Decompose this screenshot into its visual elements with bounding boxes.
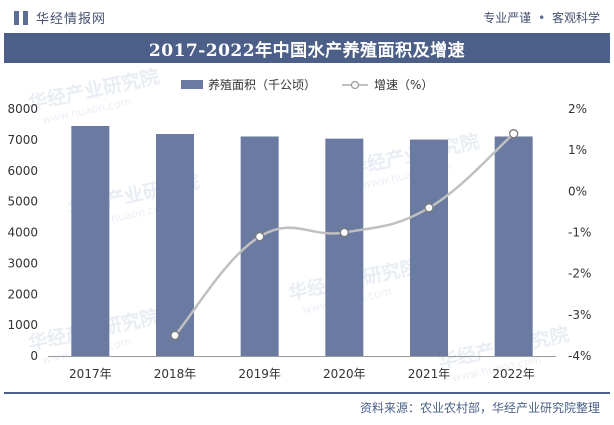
- right-axis-tick-label: -4%: [568, 349, 591, 363]
- bar: [494, 136, 533, 356]
- brand-logo: 华经情报网: [14, 8, 106, 27]
- left-axis-tick-label: 5000: [7, 195, 38, 209]
- x-axis-tick-label: 2019年: [238, 367, 281, 381]
- x-axis-tick-label: 2017年: [69, 367, 112, 381]
- left-axis-tick-label: 3000: [7, 256, 38, 270]
- right-axis-tick-label: 2%: [568, 102, 587, 116]
- legend-bar-swatch: [181, 80, 203, 89]
- logo-icon: [14, 10, 28, 25]
- left-axis-tick-label: 4000: [7, 226, 38, 240]
- x-axis-tick-label: 2018年: [154, 367, 197, 381]
- right-axis-tick-label: -3%: [568, 308, 591, 322]
- slogan-separator: •: [538, 11, 546, 25]
- right-axis-tick-label: 0%: [568, 184, 587, 198]
- left-axis-tick-label: 8000: [7, 102, 38, 116]
- left-axis-tick-label: 0: [30, 349, 38, 363]
- legend-line-marker: [350, 80, 360, 90]
- chart-title: 2017-2022年中国水产养殖面积及增速: [148, 40, 466, 61]
- right-axis-tick-label: -1%: [568, 226, 591, 240]
- top-header: 华经情报网 专业严谨 • 客观科学: [0, 0, 614, 32]
- left-axis-tick-label: 7000: [7, 133, 38, 147]
- growth-point: [424, 203, 434, 213]
- x-axis-tick-label: 2021年: [408, 367, 451, 381]
- source-note: 资料来源：农业农村部，华经产业研究院整理: [359, 401, 600, 415]
- footer-divider: [4, 392, 610, 394]
- x-axis-tick-label: 2022年: [492, 367, 535, 381]
- brand-name: 华经情报网: [36, 12, 107, 27]
- slogan: 专业严谨 • 客观科学: [483, 9, 600, 26]
- right-axis-tick-label: 1%: [568, 143, 587, 157]
- bar: [156, 134, 194, 356]
- chart-title-bar: 2017-2022年中国水产养殖面积及增速: [4, 33, 610, 63]
- left-axis-tick-label: 1000: [7, 318, 38, 332]
- left-axis-tick-label: 2000: [7, 287, 38, 301]
- left-axis-tick-label: 6000: [7, 164, 38, 178]
- x-axis-tick-label: 2020年: [323, 367, 366, 381]
- growth-point: [509, 129, 519, 139]
- growth-point: [339, 227, 349, 238]
- bar: [410, 139, 448, 356]
- slogan-right: 客观科学: [551, 11, 600, 25]
- legend-bar-label: 养殖面积（千公顷）: [208, 77, 316, 92]
- slogan-left: 专业严谨: [483, 11, 532, 25]
- growth-point: [255, 231, 265, 242]
- right-axis-tick-label: -2%: [568, 267, 591, 281]
- bar: [71, 125, 110, 356]
- growth-point: [170, 330, 180, 341]
- bar: [325, 138, 364, 356]
- legend-line-label: 增速（%）: [374, 78, 433, 92]
